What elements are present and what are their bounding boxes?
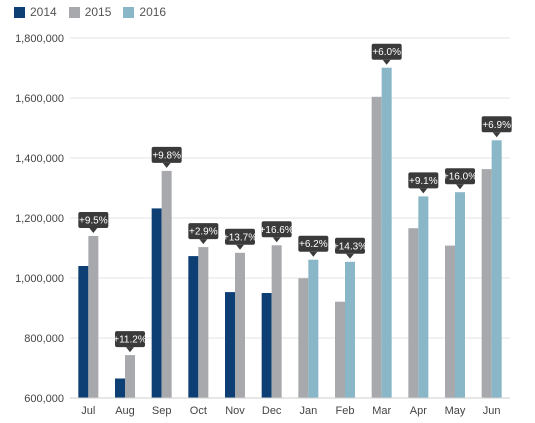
bar-2014-jul	[78, 266, 89, 398]
callout-pointer	[492, 132, 501, 138]
y-tick-label: 1,800,000	[15, 33, 64, 45]
x-tick-label: Jun	[483, 405, 501, 417]
x-tick-label: Oct	[190, 405, 207, 417]
bar-2016-jun	[491, 140, 502, 399]
y-tick-label: 1,400,000	[15, 153, 64, 165]
x-tick-label: Jan	[299, 405, 317, 417]
bar-2015-nov	[235, 252, 245, 398]
legend-label-2016: 2016	[139, 5, 167, 19]
x-tick-label: Nov	[225, 405, 245, 417]
bar-2015-apr	[408, 228, 419, 398]
y-tick-label: 1,200,000	[15, 213, 64, 225]
callout-pointer	[89, 228, 98, 233]
bar-2016-feb	[345, 261, 355, 398]
bar-2014-nov	[225, 292, 235, 398]
legend-item-2016: 2016	[123, 5, 166, 19]
callout-pointer	[126, 347, 134, 353]
legend-swatch-2016	[123, 6, 135, 18]
legend-item-2015: 2015	[68, 5, 112, 19]
callout-box	[115, 331, 145, 348]
x-tick-label: Dec	[262, 405, 282, 417]
callout-pointer	[456, 184, 464, 190]
y-tick-label: 800,000	[24, 333, 64, 345]
callout-label: +14.3%	[333, 241, 367, 252]
callout-box	[408, 172, 439, 189]
callout-box	[481, 116, 512, 133]
bar-2015-may	[445, 245, 455, 398]
y-tick-label: 1,600,000	[15, 93, 64, 105]
bar-2016-jan	[308, 259, 319, 398]
callout-box	[225, 228, 255, 245]
callout-box	[445, 168, 475, 185]
callout-label: +9.1%	[409, 176, 438, 187]
x-tick-label: Mar	[372, 405, 391, 417]
bar-2014-sep	[151, 208, 162, 398]
x-tick-label: Feb	[336, 405, 355, 417]
callout-pointer	[272, 237, 281, 243]
legend-swatch-2014	[14, 6, 25, 18]
y-tick-label: 1,000,000	[15, 273, 64, 285]
bar-2014-oct	[188, 256, 199, 398]
callout-label: +6.0%	[372, 47, 401, 58]
bar-2015-mar	[371, 96, 382, 399]
callout-label: +16.6%	[260, 225, 294, 236]
bar-2016-may	[455, 192, 465, 398]
callout-label: +16.0%	[443, 172, 477, 183]
callout-label: +6.2%	[299, 239, 328, 250]
bar-2015-sep	[161, 170, 172, 398]
callout-pointer	[419, 188, 428, 194]
x-tick-label: Sep	[152, 405, 172, 417]
callout-box	[188, 223, 219, 240]
x-tick-label: Aug	[115, 405, 135, 417]
bar-2015-aug	[125, 355, 135, 398]
bar-2016-apr	[418, 196, 429, 398]
legend-label-2014: 2014	[30, 5, 57, 19]
bar-2015-dec	[271, 245, 282, 398]
legend-item-2014: 2014	[14, 5, 57, 19]
callout-label: +11.2%	[113, 335, 147, 346]
legend-label-2015: 2015	[84, 5, 112, 19]
callout-pointer	[382, 59, 391, 65]
callout-box	[151, 146, 182, 163]
callout-pointer	[309, 251, 318, 257]
x-tick-label: May	[445, 405, 466, 417]
bar-2015-oct	[198, 247, 209, 398]
callout-pointer	[199, 239, 208, 245]
callout-box	[298, 235, 329, 252]
chart-legend: 2014 2015 2016	[14, 5, 166, 19]
callout-label: +9.8%	[152, 150, 181, 161]
legend-swatch-2015	[68, 6, 80, 18]
callout-label: +6.9%	[482, 120, 511, 131]
bar-2015-feb	[335, 301, 345, 398]
callout-pointer	[236, 244, 244, 250]
bar-2014-dec	[261, 293, 272, 398]
callout-label: +13.7%	[223, 232, 257, 243]
callout-label: +2.9%	[189, 227, 218, 238]
callout-box	[78, 212, 109, 228]
callout-label: +9.5%	[79, 216, 108, 227]
callout-box	[335, 237, 365, 254]
x-tick-label: Jul	[81, 405, 95, 417]
y-tick-label: 600,000	[24, 393, 64, 405]
callout-pointer	[162, 162, 171, 168]
callout-pointer	[346, 253, 354, 259]
callout-box	[261, 221, 292, 238]
bar-2015-jun	[481, 169, 492, 398]
callout-box	[371, 43, 402, 60]
x-tick-label: Apr	[410, 405, 427, 417]
bar-2014-aug	[115, 378, 125, 398]
bar-2016-mar	[381, 67, 392, 398]
bar-2015-jan	[298, 278, 309, 398]
bar-2015-jul	[88, 236, 99, 398]
